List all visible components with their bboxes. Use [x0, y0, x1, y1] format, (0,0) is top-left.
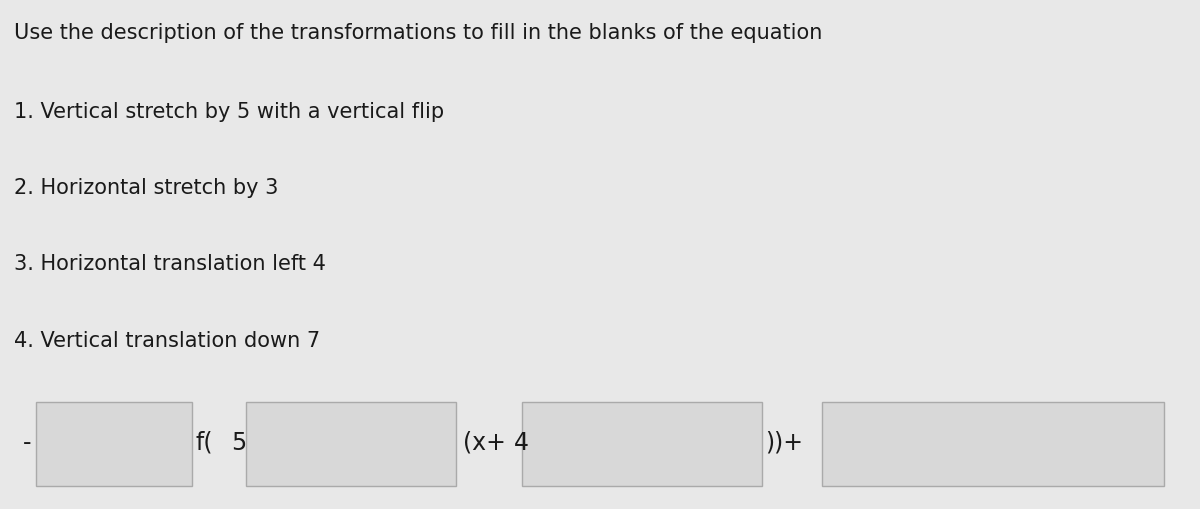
Text: 4: 4	[514, 431, 529, 455]
Text: -: -	[23, 431, 31, 455]
Text: (x+: (x+	[463, 431, 506, 455]
FancyBboxPatch shape	[522, 402, 762, 486]
FancyBboxPatch shape	[246, 402, 456, 486]
Text: ))+: ))+	[766, 431, 804, 455]
Text: 4. Vertical translation down 7: 4. Vertical translation down 7	[14, 331, 320, 351]
FancyBboxPatch shape	[822, 402, 1164, 486]
Text: 1. Vertical stretch by 5 with a vertical flip: 1. Vertical stretch by 5 with a vertical…	[14, 102, 444, 122]
Text: 2. Horizontal stretch by 3: 2. Horizontal stretch by 3	[14, 178, 278, 198]
Text: f(: f(	[196, 431, 214, 455]
FancyBboxPatch shape	[36, 402, 192, 486]
Text: 3. Horizontal translation left 4: 3. Horizontal translation left 4	[14, 254, 326, 274]
Text: Use the description of the transformations to fill in the blanks of the equation: Use the description of the transformatio…	[14, 23, 823, 43]
Text: 5: 5	[232, 431, 247, 455]
